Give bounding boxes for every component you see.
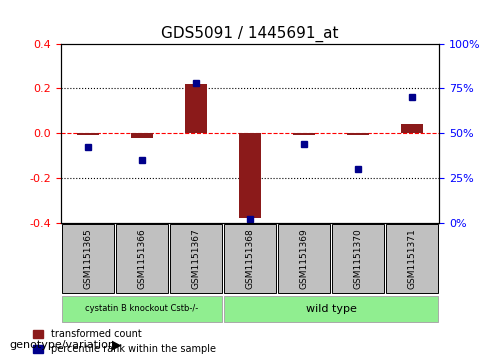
Title: GDS5091 / 1445691_at: GDS5091 / 1445691_at xyxy=(162,26,339,42)
FancyBboxPatch shape xyxy=(224,296,438,322)
Text: GSM1151365: GSM1151365 xyxy=(83,228,93,289)
FancyBboxPatch shape xyxy=(386,224,438,293)
Bar xyxy=(131,133,153,138)
FancyBboxPatch shape xyxy=(224,224,276,293)
Text: GSM1151366: GSM1151366 xyxy=(138,228,146,289)
Text: cystatin B knockout Cstb-/-: cystatin B knockout Cstb-/- xyxy=(85,304,199,313)
Bar xyxy=(239,133,261,218)
FancyBboxPatch shape xyxy=(170,224,222,293)
Text: ▶: ▶ xyxy=(112,338,122,351)
Text: genotype/variation: genotype/variation xyxy=(10,340,116,350)
Legend: transformed count, percentile rank within the sample: transformed count, percentile rank withi… xyxy=(29,326,220,358)
FancyBboxPatch shape xyxy=(116,224,168,293)
Text: GSM1151370: GSM1151370 xyxy=(354,228,363,289)
Bar xyxy=(347,133,369,135)
Text: GSM1151371: GSM1151371 xyxy=(407,228,417,289)
Bar xyxy=(401,124,423,133)
Text: GSM1151367: GSM1151367 xyxy=(192,228,201,289)
Bar xyxy=(185,84,207,133)
Text: wild type: wild type xyxy=(305,304,357,314)
FancyBboxPatch shape xyxy=(62,224,114,293)
Bar xyxy=(77,133,99,135)
FancyBboxPatch shape xyxy=(62,296,222,322)
Text: GSM1151368: GSM1151368 xyxy=(245,228,255,289)
FancyBboxPatch shape xyxy=(278,224,330,293)
FancyBboxPatch shape xyxy=(332,224,384,293)
Bar xyxy=(293,133,315,135)
Text: GSM1151369: GSM1151369 xyxy=(300,228,308,289)
